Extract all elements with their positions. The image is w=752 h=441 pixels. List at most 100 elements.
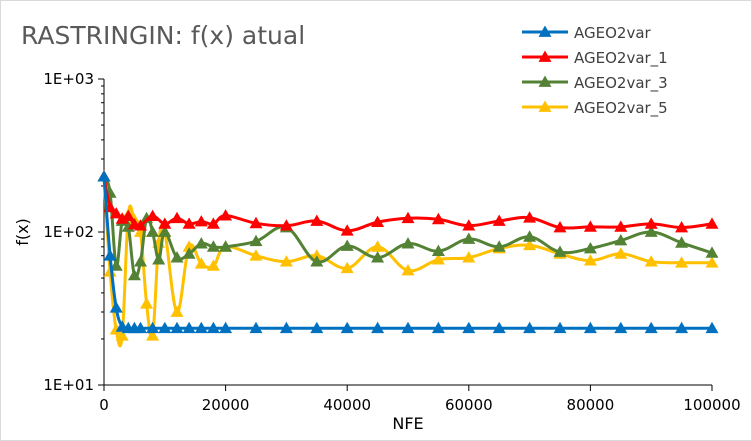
data-point (371, 215, 385, 227)
legend-marker (538, 50, 552, 62)
data-point (279, 255, 293, 267)
legend-marker (538, 75, 552, 87)
data-point (249, 216, 263, 229)
data-point (583, 242, 597, 254)
data-point (115, 329, 129, 341)
legend-label: AGEO2var_1 (574, 49, 668, 68)
data-point (219, 240, 233, 252)
data-point (644, 225, 658, 237)
data-point (109, 207, 123, 219)
data-point (158, 217, 172, 229)
data-point (553, 245, 567, 257)
data-point (146, 225, 160, 237)
data-point (310, 255, 324, 267)
data-point (109, 301, 123, 313)
plot-area (97, 170, 719, 348)
data-point (431, 244, 445, 256)
x-tick-label: 60000 (445, 396, 493, 414)
data-point (206, 240, 220, 252)
data-point (340, 239, 354, 251)
x-tick-label: 40000 (323, 396, 371, 414)
data-point (194, 257, 208, 269)
data-point (614, 234, 628, 246)
data-point (146, 209, 160, 221)
y-tick-label: 1E+01 (43, 376, 94, 394)
data-point (194, 215, 208, 227)
data-point (492, 240, 506, 252)
data-point (553, 321, 567, 334)
series-AGEO2var_3 (97, 170, 719, 281)
data-point (401, 264, 415, 276)
y-tick-label: 1E+02 (43, 223, 94, 241)
data-point (206, 259, 220, 271)
data-point (705, 256, 719, 268)
data-point (462, 232, 476, 244)
data-point (249, 234, 263, 247)
data-point (553, 221, 567, 233)
data-point (310, 214, 324, 226)
data-point (249, 249, 263, 261)
data-point (121, 209, 135, 221)
data-point (614, 220, 628, 232)
legend-label: AGEO2var_3 (574, 74, 668, 93)
data-point (170, 251, 184, 263)
data-point (614, 321, 628, 334)
data-point (401, 211, 415, 224)
data-point (371, 321, 385, 334)
data-point (127, 269, 141, 281)
data-point (134, 321, 147, 334)
data-point (170, 321, 184, 334)
data-point (134, 255, 147, 267)
legend-item: AGEO2var_5 (522, 99, 668, 118)
data-point (182, 240, 196, 252)
data-point (462, 251, 476, 263)
data-point (182, 217, 196, 229)
x-tick-label: 80000 (567, 396, 615, 414)
data-point (170, 211, 184, 224)
data-point (97, 170, 111, 182)
data-point (371, 251, 385, 263)
x-tick-label: 20000 (202, 396, 250, 414)
legend-marker (538, 25, 552, 37)
data-point (340, 224, 354, 236)
data-point (492, 321, 506, 334)
x-axis-title: NFE (392, 414, 423, 433)
data-point (523, 321, 537, 334)
data-point (644, 255, 658, 267)
series-AGEO2var_1 (97, 170, 719, 236)
data-point (140, 297, 154, 309)
data-point (675, 221, 689, 233)
data-point (279, 219, 293, 231)
data-point (134, 219, 147, 231)
legend-item: AGEO2var_1 (522, 49, 668, 68)
data-point (401, 237, 415, 249)
legend-marker (538, 100, 552, 112)
data-point (182, 321, 196, 334)
data-point (523, 238, 537, 251)
chart-title: RASTRINGIN: f(x) atual (21, 21, 305, 50)
data-point (146, 321, 160, 334)
data-point (644, 217, 658, 229)
data-point (401, 321, 415, 334)
data-point (340, 321, 354, 334)
legend: AGEO2var AGEO2var_1 AGEO2var_3 AGEO2var_5 (522, 24, 668, 118)
legend-label: AGEO2var (574, 24, 652, 42)
data-point (492, 214, 506, 226)
data-point (103, 249, 117, 261)
data-point (583, 254, 597, 266)
x-tick-label: 100000 (683, 396, 740, 414)
data-point (705, 246, 719, 258)
y-axis-title: f(x) (13, 218, 32, 246)
data-point (206, 217, 220, 229)
y-tick-label: 1E+03 (43, 70, 94, 88)
data-point (219, 321, 233, 334)
data-point (431, 253, 445, 265)
data-point (523, 230, 537, 242)
data-point (675, 256, 689, 268)
data-point (109, 259, 123, 271)
series-line (102, 176, 713, 348)
data-point (431, 321, 445, 334)
data-point (158, 225, 172, 237)
